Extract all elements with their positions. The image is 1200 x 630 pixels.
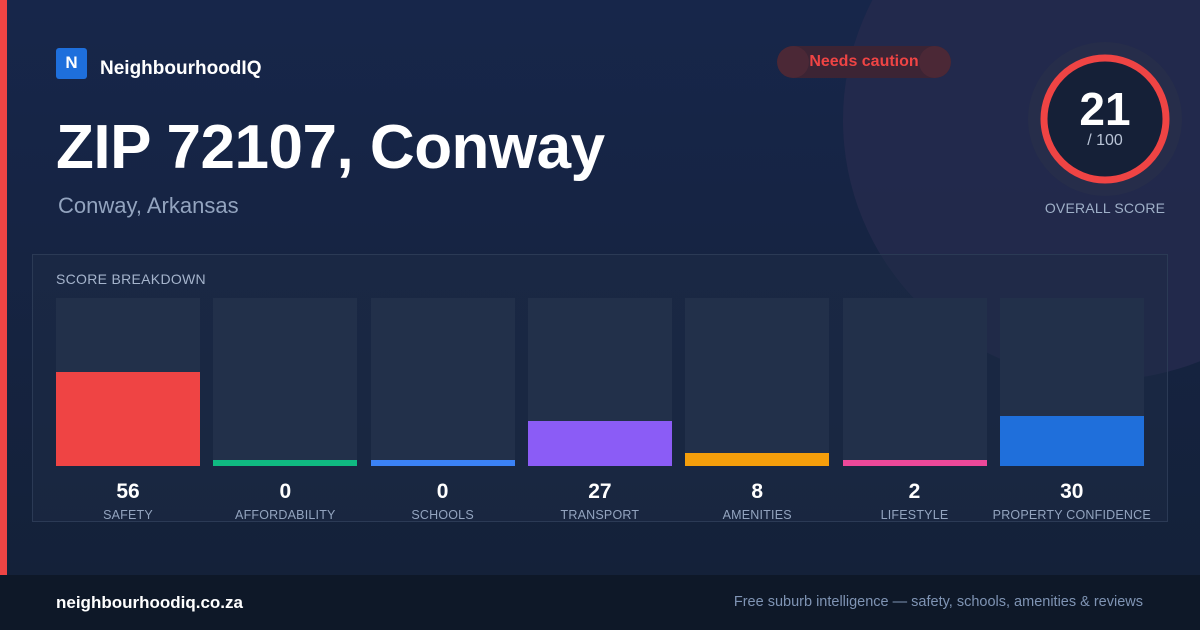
score-bar-lifestyle: 2 LIFESTYLE [842, 298, 987, 524]
bar-label: AFFORDABILITY [235, 508, 336, 522]
brand[interactable]: N NeighbourhoodIQ [56, 46, 261, 80]
score-breakdown-title: SCORE BREAKDOWN [56, 271, 206, 287]
footer-domain-link[interactable]: neighbourhoodiq.co.za [56, 593, 243, 612]
bar-track [685, 298, 830, 466]
bar-track [842, 298, 987, 466]
score-ring-inner [1044, 58, 1166, 180]
score-bar-transport: 27 TRANSPORT [527, 298, 672, 524]
score-ring-arc [1040, 54, 1170, 184]
overall-score-max: / 100 [1087, 132, 1123, 149]
overall-score-label: OVERALL SCORE [1044, 200, 1166, 216]
bar-label: PROPERTY CONFIDENCE [992, 508, 1151, 522]
badge-cap-right [919, 46, 951, 78]
bar-fill [685, 452, 830, 466]
bar-label: LIFESTYLE [880, 508, 949, 522]
score-bar-safety: 56 SAFETY [56, 298, 200, 524]
brand-name: NeighbourhoodIQ [100, 58, 262, 79]
bar-label: TRANSPORT [560, 508, 640, 522]
overall-score-value: 21 [1079, 83, 1131, 135]
page-title: ZIP 72107, Conway [56, 113, 605, 182]
bar-fill [527, 420, 672, 466]
score-bar-amenities: 8 AMENITIES [685, 298, 830, 524]
bar-track [999, 298, 1144, 466]
bar-fill [213, 460, 358, 466]
bar-value: 0 [436, 480, 449, 503]
bar-value: 2 [908, 480, 921, 503]
bar-label: SAFETY [103, 508, 153, 522]
bar-value: 0 [279, 480, 292, 503]
badge-cap-left [777, 46, 809, 78]
footer-tagline: Free suburb intelligence — safety, schoo… [733, 594, 1143, 610]
bar-track [370, 298, 515, 466]
brand-logo-icon: N [56, 47, 87, 79]
bar-value: 30 [1060, 480, 1084, 503]
status-badge-label: Needs caution [809, 53, 919, 70]
bar-label: SCHOOLS [411, 508, 474, 522]
score-bar-schools: 0 SCHOOLS [370, 298, 515, 524]
status-badge: Needs caution [777, 46, 951, 78]
bar-track [527, 298, 672, 466]
accent-strip [0, 0, 7, 575]
bar-label: AMENITIES [722, 508, 792, 522]
bar-fill [842, 460, 987, 466]
bar-value: 27 [588, 480, 612, 503]
score-bar-affordability: 0 AFFORDABILITY [213, 298, 358, 524]
bar-track [213, 298, 358, 466]
bar-fill [999, 415, 1144, 466]
score-bar-property-confidence: 30 PROPERTY CONFIDENCE [993, 298, 1151, 524]
bar-value: 8 [751, 480, 764, 503]
bar-track [56, 298, 200, 466]
overall-score-ring [1028, 42, 1182, 196]
bar-value: 56 [116, 480, 140, 503]
footer [0, 575, 1200, 630]
page-subtitle: Conway, Arkansas [58, 193, 239, 218]
bar-fill [370, 460, 515, 466]
bar-fill [56, 371, 200, 466]
